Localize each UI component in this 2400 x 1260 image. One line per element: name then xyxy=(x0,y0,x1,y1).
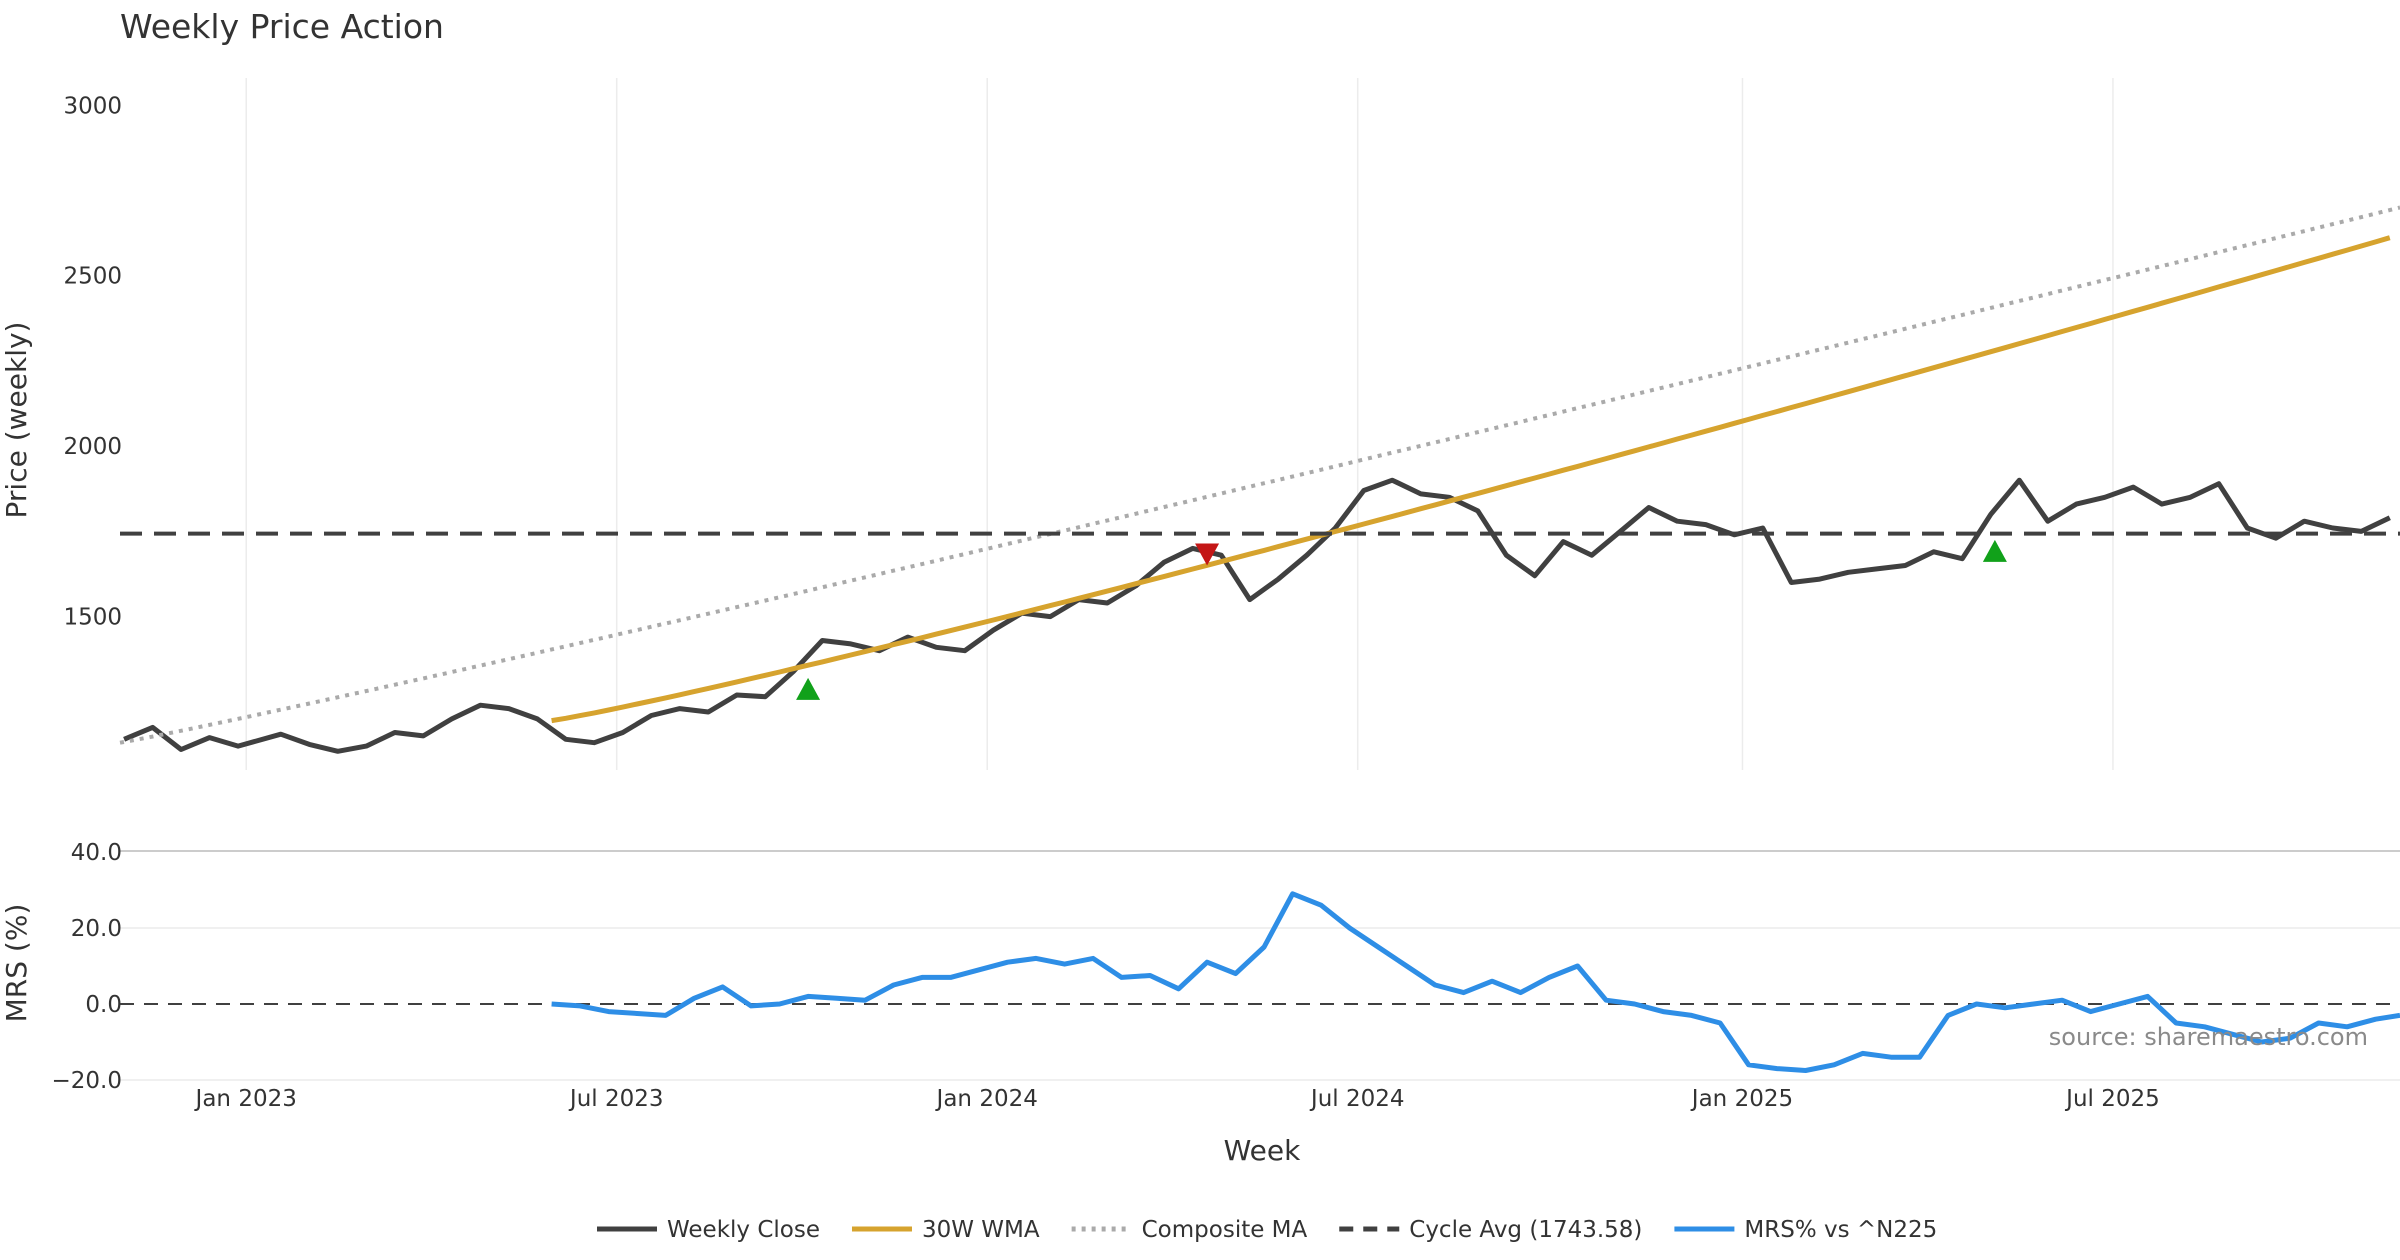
mrs-line xyxy=(551,891,2400,1073)
x-tick-label: Jul 2024 xyxy=(1309,1086,1405,1112)
mrs-y-tick-label: 0.0 xyxy=(85,992,122,1018)
wma-line xyxy=(551,235,2391,724)
mrs-y-tick-label: 20.0 xyxy=(71,916,122,942)
x-axis-title: Week xyxy=(1224,1134,1301,1167)
composite-ma-line xyxy=(119,205,2400,745)
legend-label: Composite MA xyxy=(1142,1217,1308,1243)
price-y-tick-label: 1500 xyxy=(63,605,122,631)
mrs-y-tick-label: 40.0 xyxy=(71,840,122,866)
weekly-close-line xyxy=(123,477,2391,754)
legend: Weekly Close 30W WMA Composite MA Cycle Avg… xyxy=(597,1217,1937,1243)
x-tick-label: Jan 2023 xyxy=(194,1086,297,1112)
legend-label: MRS% vs ^N225 xyxy=(1744,1217,1937,1243)
x-tick-label: Jul 2023 xyxy=(568,1086,664,1112)
legend-label: Weekly Close xyxy=(667,1217,820,1243)
legend-label: Cycle Avg (1743.58) xyxy=(1409,1217,1642,1243)
buy-signal-marker xyxy=(796,677,821,700)
price-y-tick-label: 3000 xyxy=(63,93,122,119)
x-tick-label: Jul 2025 xyxy=(2064,1086,2160,1112)
price-axis-title: Price (weekly) xyxy=(0,322,33,519)
x-axis: Jan 2023 Jul 2023 Jan 2024 Jul 2024 Jan 2025… xyxy=(194,1086,2160,1112)
x-tick-label: Jan 2025 xyxy=(1690,1086,1793,1112)
sell-signal-marker xyxy=(1195,543,1220,566)
x-tick-label: Jan 2024 xyxy=(935,1086,1038,1112)
mrs-panel: −20.0 0.0 20.0 40.0 xyxy=(52,840,2400,1094)
mrs-y-tick-label: −20.0 xyxy=(52,1068,122,1094)
chart-title: Weekly Price Action xyxy=(120,7,444,46)
legend-label: 30W WMA xyxy=(922,1217,1040,1243)
buy-signal-marker xyxy=(1982,539,2007,562)
source-label: source: sharemaestro.com xyxy=(2049,1023,2368,1051)
price-y-tick-label: 2500 xyxy=(63,264,122,290)
price-panel: 1500 2000 2500 3000 xyxy=(63,78,2400,770)
price-y-tick-label: 2000 xyxy=(63,434,122,460)
mrs-axis-title: MRS (%) xyxy=(0,904,33,1023)
